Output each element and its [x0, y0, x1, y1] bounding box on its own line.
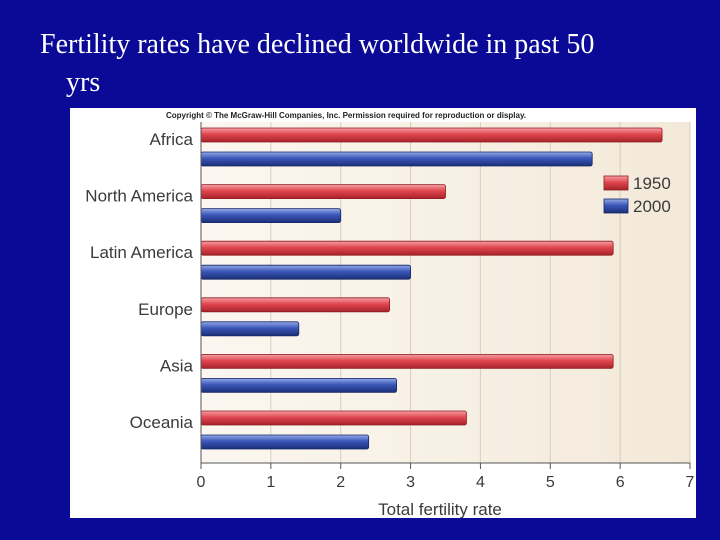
bar-1950-asia — [200, 353, 614, 369]
x-tick-label: 1 — [266, 474, 275, 491]
bar-1950-north-america — [200, 184, 446, 199]
bar-1950-latin-america — [200, 240, 614, 256]
chart-figure: Copyright © The McGraw-Hill Companies, I… — [70, 108, 696, 518]
slide-title-line-2: yrs — [66, 67, 101, 98]
category-label: Latin America — [90, 243, 194, 262]
category-label: North America — [85, 187, 193, 206]
legend-swatch-1950 — [603, 175, 629, 191]
bar-2000-north-america — [200, 208, 342, 223]
legend-label-2000: 2000 — [633, 197, 671, 216]
x-tick-label: 5 — [546, 474, 555, 491]
copyright-notice: Copyright © The McGraw-Hill Companies, I… — [166, 111, 526, 120]
x-axis-title: Total fertility rate — [378, 500, 502, 518]
x-tick-label: 4 — [476, 474, 485, 491]
bar-2000-europe — [200, 321, 300, 337]
bar-2000-oceania — [200, 434, 370, 450]
bar-2000-africa — [200, 151, 593, 167]
x-tick-label: 2 — [336, 474, 345, 491]
legend-label-1950: 1950 — [633, 174, 671, 193]
slide-title-line-1: Fertility rates have declined worldwide … — [40, 29, 595, 60]
category-label: Europe — [138, 300, 193, 319]
x-tick-label: 0 — [197, 474, 206, 491]
bar-1950-africa — [200, 127, 663, 143]
bar-2000-asia — [200, 377, 398, 393]
bar-2000-latin-america — [200, 264, 411, 280]
bar-1950-europe — [200, 297, 391, 313]
slide-title: Fertility rates have declined worldwide … — [40, 26, 694, 102]
x-tick-label: 6 — [616, 474, 625, 491]
category-label: Asia — [160, 356, 194, 375]
category-label: Oceania — [130, 413, 194, 432]
fertility-chart: Copyright © The McGraw-Hill Companies, I… — [85, 111, 695, 518]
x-tick-label: 7 — [686, 474, 695, 491]
x-tick-label: 3 — [406, 474, 415, 491]
legend-swatch-2000 — [603, 198, 629, 214]
bar-1950-oceania — [200, 410, 467, 426]
category-label: Africa — [150, 130, 194, 149]
